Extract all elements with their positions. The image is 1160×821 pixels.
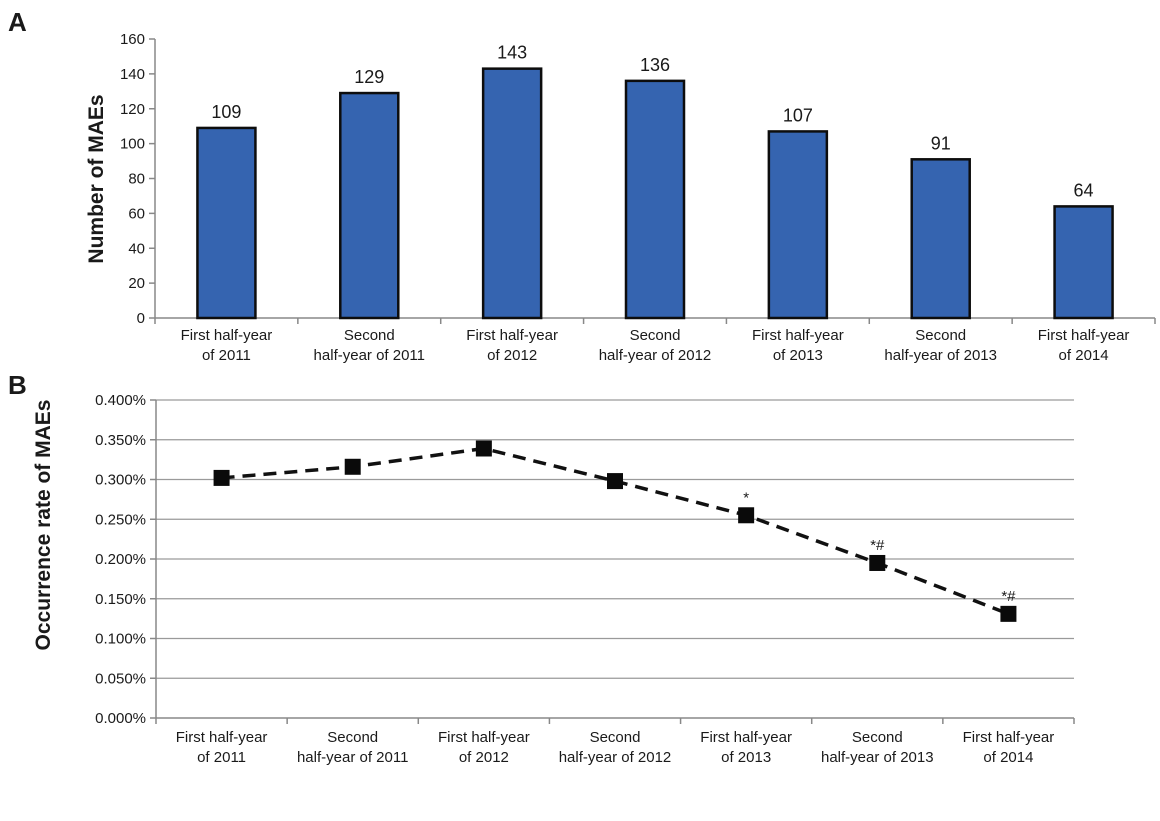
line-chart-panel-b: Occurrence rate of MAEs 0.000% 0.050% 0.10…	[32, 392, 1075, 766]
chart-b-category-label: half-year of 2013	[821, 749, 934, 766]
chart-b-y-tick-label: 0.400%	[95, 392, 146, 409]
chart-a-category-label: First half-year	[752, 327, 844, 344]
chart-b-y-tick-label: 0.300%	[95, 472, 146, 489]
chart-a-y-tick-label: 0	[137, 310, 145, 327]
chart-a-bar	[1053, 205, 1114, 320]
chart-b-category-label: of 2014	[983, 749, 1033, 766]
chart-b-marker	[1000, 605, 1017, 622]
chart-b-y-tick-label: 0.050%	[95, 670, 146, 687]
chart-a-category-label: Second	[630, 327, 681, 344]
chart-b-y-tick-label: 0.350%	[95, 432, 146, 449]
chart-a-y-tick-label: 40	[128, 240, 145, 257]
chart-a-y-tick-label: 60	[128, 205, 145, 222]
chart-a-y-tick-label: 160	[120, 31, 145, 48]
chart-a-y-axis-label: Number of MAEs	[85, 94, 108, 263]
bar-chart-panel-a: Number of MAEs 0 20 40 60 80 100 120 140 160 109 F…	[85, 31, 1156, 364]
panel-a-label: A	[8, 7, 27, 37]
chart-a-bar	[910, 158, 971, 320]
chart-b-significance-annotation: *	[743, 489, 749, 506]
chart-b-category-label: of 2011	[197, 749, 246, 766]
chart-a-data-label: 109	[211, 102, 241, 122]
chart-b-marker	[738, 507, 755, 524]
chart-b-category-label: half-year of 2012	[559, 749, 672, 766]
chart-a-category-label: Second	[344, 327, 395, 344]
chart-a-category-label: First half-year	[1038, 327, 1130, 344]
chart-b-category-label: First half-year	[438, 729, 530, 746]
chart-a-y-tick-label: 120	[120, 101, 145, 118]
chart-b-marker	[475, 440, 492, 457]
chart-b-significance-annotation: *#	[1001, 588, 1016, 605]
chart-b-y-tick-label: 0.000%	[95, 710, 146, 727]
chart-b-category-label: Second	[852, 729, 903, 746]
chart-b-y-tick-label: 0.100%	[95, 631, 146, 648]
chart-b-y-tick-label: 0.250%	[95, 511, 146, 528]
chart-a-category-label: of 2012	[487, 347, 537, 364]
chart-a-category-label: half-year of 2013	[884, 347, 997, 364]
chart-b-category-label: Second	[327, 729, 378, 746]
chart-a-data-label: 64	[1074, 180, 1094, 200]
chart-a-bar	[624, 79, 686, 320]
chart-a-y-tick-label: 100	[120, 136, 145, 153]
chart-a-y-tick-label: 140	[120, 66, 145, 83]
chart-a-y-tick-label: 80	[128, 171, 145, 188]
chart-a-bar	[767, 130, 829, 320]
chart-a-bar	[481, 67, 543, 320]
chart-b-marker	[869, 554, 886, 571]
chart-b-category-label: of 2013	[721, 749, 771, 766]
chart-b-category-label: First half-year	[176, 729, 268, 746]
chart-a-category-label: half-year of 2012	[599, 347, 712, 364]
chart-b-category-label: of 2012	[459, 749, 509, 766]
chart-b-y-tick-label: 0.200%	[95, 551, 146, 568]
chart-b-significance-annotation: *#	[870, 537, 885, 554]
chart-a-data-label: 129	[354, 67, 384, 87]
chart-b-category-label: half-year of 2011	[297, 749, 408, 766]
chart-a-y-tick-label: 20	[128, 275, 145, 292]
chart-b-category-label: First half-year	[700, 729, 792, 746]
chart-a-category-label: of 2013	[773, 347, 823, 364]
chart-a-bar	[196, 126, 257, 320]
chart-a-data-label: 136	[640, 55, 670, 75]
chart-a-bar	[339, 91, 400, 320]
chart-b-marker	[213, 469, 230, 486]
chart-b-y-axis-label: Occurrence rate of MAEs	[32, 400, 55, 651]
chart-a-category-label: First half-year	[466, 327, 558, 344]
chart-a-category-label: Second	[915, 327, 966, 344]
chart-a-data-label: 107	[783, 105, 813, 125]
chart-b-category-label: Second	[590, 729, 641, 746]
chart-b-y-tick-label: 0.150%	[95, 591, 146, 608]
panel-b-label: B	[8, 370, 27, 400]
chart-a-data-label: 91	[931, 133, 951, 153]
chart-b-marker	[607, 473, 623, 490]
chart-a-category-label: of 2011	[202, 347, 251, 364]
chart-b-marker	[344, 458, 361, 475]
chart-a-data-label: 143	[497, 43, 527, 63]
chart-a-category-label: half-year of 2011	[314, 347, 425, 364]
chart-a-category-label: First half-year	[181, 327, 273, 344]
chart-a-category-label: of 2014	[1059, 347, 1109, 364]
chart-b-category-label: First half-year	[963, 729, 1055, 746]
